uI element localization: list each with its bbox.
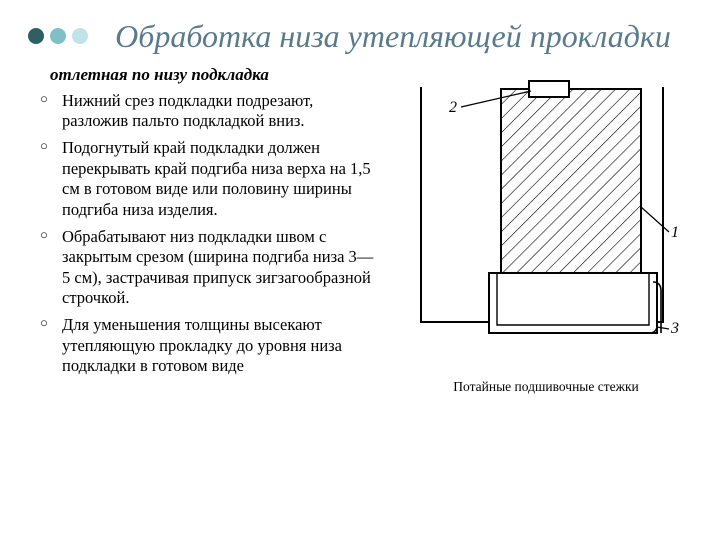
- bullet-list: Нижний срез подкладки подрезают, разложи…: [40, 91, 380, 377]
- diagram-label-2: 2: [449, 99, 457, 116]
- technical-diagram: 2 1 3: [401, 77, 691, 377]
- diagram-label-3: 3: [670, 320, 679, 337]
- dot-1: [28, 28, 44, 44]
- list-item: Обрабатывают низ подкладки швом с закрыт…: [58, 227, 380, 310]
- subheading: отлетная по низу подкладка: [50, 65, 380, 85]
- list-item: Для уменьшения толщины высекают утепляющ…: [58, 315, 380, 377]
- dot-2: [50, 28, 66, 44]
- slide-title: Обработка низа утепляющей прокладки: [106, 18, 680, 55]
- diagram-column: 2 1 3 Потайные подшивочные стежки: [394, 65, 698, 395]
- diagram-label-1: 1: [671, 224, 679, 241]
- list-item: Нижний срез подкладки подрезают, разложи…: [58, 91, 380, 132]
- diagram-caption: Потайные подшивочные стежки: [453, 379, 638, 395]
- accent-dots: [28, 28, 88, 44]
- dot-3: [72, 28, 88, 44]
- list-item: Подогнутый край подкладки должен перекры…: [58, 138, 380, 221]
- text-column: отлетная по низу подкладка Нижний срез п…: [40, 65, 380, 395]
